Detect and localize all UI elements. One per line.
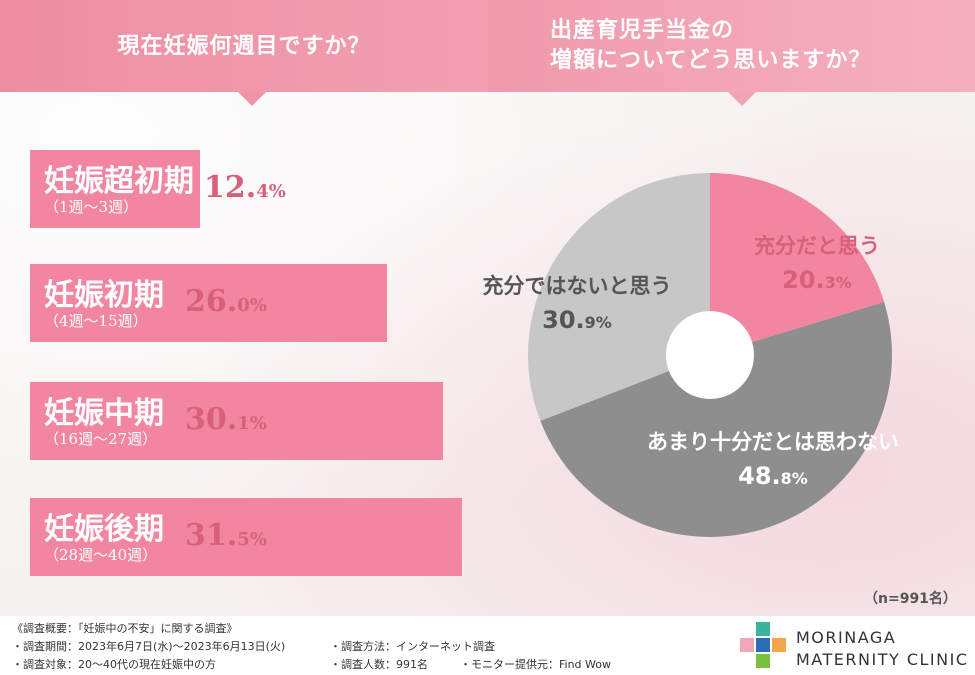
pie-category-label: あまり十分だとは思わない [647, 430, 899, 454]
bar-2: 妊娠初期 （4週～15週） [30, 264, 387, 342]
bar-range-label: （16週～27週） [44, 430, 158, 448]
bar-category-label: 妊娠初期 [44, 278, 164, 313]
bar-range-label: （28週～40週） [44, 546, 158, 564]
right-header-banner [488, 0, 975, 106]
brand-name-line-1: MORINAGA [796, 628, 897, 647]
bar-category-label: 妊娠後期 [44, 512, 164, 547]
bar-1: 妊娠超初期 （1週～3週） [30, 150, 200, 228]
bar-4: 妊娠後期 （28週～40週） [30, 498, 462, 576]
pie-category-label: 充分ではないと思う [482, 274, 672, 298]
right-question-line-1: 出産育児手当金の [550, 18, 735, 43]
clinic-logo-icon [740, 622, 786, 668]
footer-count: ・調査人数：991名 [330, 658, 428, 671]
pie-category-label: 充分だと思う [754, 234, 880, 258]
bar-category-label: 妊娠超初期 [44, 164, 194, 199]
bar-value-label: 26.0% [185, 284, 267, 319]
footer-summary: 《調査概要：「妊娠中の不安」に関する調査》 [12, 622, 238, 635]
bar-range-label: （1週～3週） [44, 198, 139, 216]
bar-3: 妊娠中期 （16週～27週） [30, 382, 443, 460]
footer-target: ・調査対象：20～40代の現在妊娠中の方 [12, 658, 216, 671]
brand-name-line-2: MATERNITY CLINIC [796, 650, 969, 669]
pie-value-label: 30.9% [542, 306, 612, 334]
right-question-title: 出産育児手当金の 増額についてどう思いますか？ [550, 16, 871, 76]
left-question-title: 現在妊娠何週目ですか？ [117, 34, 371, 59]
pie-value-label: 20.3% [782, 266, 852, 294]
sample-size: （n=991名） [864, 591, 957, 607]
footer: 《調査概要：「妊娠中の不安」に関する調査》 ・調査期間：2023年6月7日(水)… [0, 616, 975, 675]
bar-value-label: 12.4% [204, 170, 286, 205]
left-header-banner [0, 0, 488, 106]
bar-category-label: 妊娠中期 [44, 396, 164, 431]
bar-value-label: 30.1% [185, 402, 267, 437]
bar-range-label: （4週～15週） [44, 312, 148, 330]
pie-label-1: 充分だと思う 20.3% [754, 230, 880, 294]
footer-method: ・調査方法：インターネット調査 [330, 640, 495, 653]
pie-label-2: あまり十分だとは思わない 48.8% [647, 426, 899, 490]
pie-value-label: 48.8% [738, 462, 808, 490]
pie-label-3: 充分ではないと思う 30.9% [483, 270, 672, 334]
footer-provider: ・モニター提供元：Find Wow [460, 658, 611, 671]
right-question-line-2: 増額についてどう思いますか？ [550, 48, 872, 73]
footer-period: ・調査期間：2023年6月7日(水)～2023年6月13日(火) [12, 640, 286, 653]
bar-value-label: 31.5% [185, 518, 267, 553]
